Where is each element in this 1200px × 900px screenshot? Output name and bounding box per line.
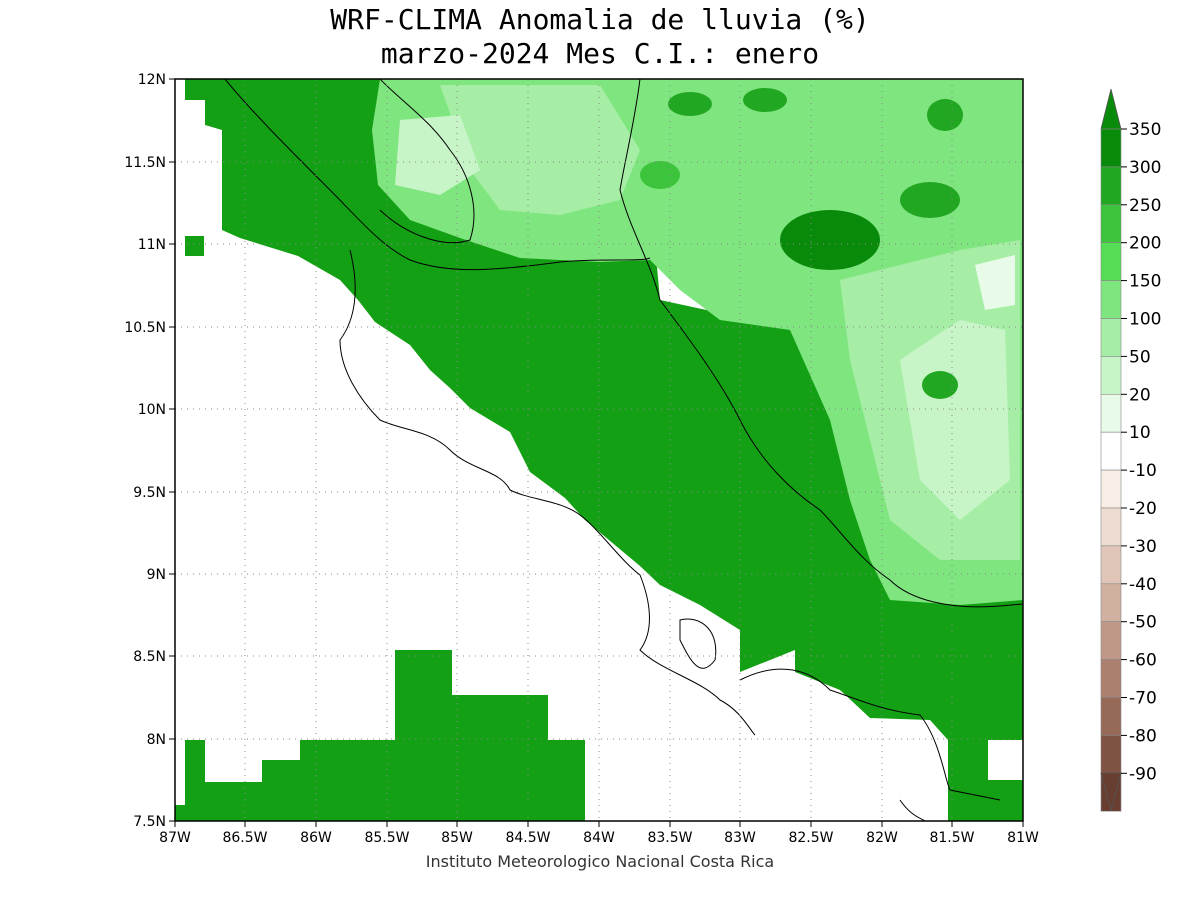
- coastlines: [224, 79, 1023, 821]
- colorbar-label: 300: [1129, 158, 1161, 178]
- high-anomaly-spot-6: [927, 99, 963, 131]
- colorbar-label: 250: [1129, 196, 1161, 216]
- graticule: [175, 79, 1023, 821]
- x-tick-label: 86W: [300, 830, 332, 846]
- map-title-line-2: marzo-2024 Mes C.I.: enero: [380, 37, 820, 70]
- colorbar-label: 100: [1129, 310, 1161, 330]
- y-tick-label: 11.5N: [124, 155, 166, 171]
- colorbar-swatch: [1100, 242, 1122, 281]
- x-tick-label: 84.5W: [505, 830, 550, 846]
- colorbar-label: 150: [1129, 272, 1161, 292]
- y-tick-label: 8.5N: [133, 649, 166, 665]
- y-tick-label: 9.5N: [133, 485, 166, 501]
- x-tick-label: 84W: [583, 830, 615, 846]
- y-tick-label: 8N: [147, 732, 166, 748]
- colorbar-swatch: [1100, 280, 1122, 319]
- x-tick-label: 81W: [1007, 830, 1039, 846]
- x-axis: 87W 86.5W 86W 85.5W 85W 84.5W 84W 83.5W …: [159, 821, 1039, 846]
- x-tick-label: 85W: [441, 830, 473, 846]
- colorbar-label: 50: [1129, 347, 1151, 367]
- colorbar-label: -10: [1129, 461, 1157, 481]
- colorbar-labels: 350 300 250 200 150 100 50 20 10 -10 -20 -30 -40 -50 -…: [1121, 120, 1161, 784]
- pacific-anomaly-block: [175, 650, 585, 821]
- colorbar-label: -80: [1129, 726, 1157, 746]
- x-tick-label: 86.5W: [222, 830, 267, 846]
- light-anomaly-patch-4: [900, 320, 1010, 520]
- light-anomaly-patch-2: [395, 115, 480, 195]
- y-axis: 12N 11.5N 11N 10.5N 10N 9.5N 9N 8.5N 8N …: [124, 72, 175, 830]
- institution-credit: Instituto Meteorologico Nacional Costa R…: [425, 852, 775, 871]
- y-tick-label: 10.5N: [124, 320, 166, 336]
- colorbar-swatch: [1100, 204, 1122, 244]
- colorbar-label: 20: [1129, 385, 1151, 405]
- y-tick-label: 10N: [138, 402, 166, 418]
- x-tick-label: 83W: [724, 830, 756, 846]
- colorbar-swatch: [1100, 166, 1122, 206]
- colorbar-label: 350: [1129, 120, 1161, 140]
- colorbar-swatch: [1100, 621, 1122, 660]
- colorbar-swatch: [1100, 735, 1122, 774]
- colorbar-swatch: [1100, 469, 1122, 509]
- colorbar-label: -40: [1129, 575, 1157, 595]
- x-tick-label: 83.5W: [647, 830, 692, 846]
- high-anomaly-spot-1: [780, 210, 880, 270]
- colorbar-swatch: [1100, 583, 1122, 622]
- colorbar-swatches: [1100, 128, 1122, 812]
- y-tick-label: 7.5N: [133, 814, 166, 830]
- x-tick-label: 87W: [159, 830, 191, 846]
- x-tick-label: 81.5W: [929, 830, 974, 846]
- colorbar-label: -90: [1129, 764, 1157, 784]
- y-tick-label: 9N: [147, 567, 166, 583]
- x-tick-label: 85.5W: [364, 830, 409, 846]
- colorbar-label: 200: [1129, 234, 1161, 254]
- colorbar-bottom-arrow: [1100, 772, 1122, 812]
- colorbar-label: -20: [1129, 499, 1157, 519]
- colorbar-label: -50: [1129, 613, 1157, 633]
- colorbar-top-arrow: [1100, 88, 1122, 130]
- colorbar-swatch: [1100, 697, 1122, 736]
- colorbar-swatch: [1100, 128, 1122, 168]
- colorbar-swatch: [1100, 431, 1122, 471]
- high-anomaly-spot-7: [640, 161, 680, 189]
- colorbar-swatch: [1100, 545, 1122, 585]
- y-tick-label: 12N: [138, 72, 166, 88]
- colorbar-swatch: [1100, 393, 1122, 433]
- high-anomaly-spot-2: [900, 182, 960, 218]
- high-anomaly-spot-4: [668, 92, 712, 116]
- colorbar-label: 10: [1129, 423, 1151, 443]
- y-tick-label: 11N: [138, 237, 166, 253]
- map-title-line-1: WRF-CLIMA Anomalia de lluvia (%): [330, 3, 870, 36]
- colorbar-swatch: [1100, 356, 1122, 395]
- light-anomaly-patch-5: [975, 255, 1015, 310]
- colorbar-label: -30: [1129, 537, 1157, 557]
- colorbar-swatch: [1100, 659, 1122, 698]
- high-anomaly-spot-5: [922, 371, 958, 399]
- neutral-cell-se: [988, 740, 1023, 780]
- colorbar-label: -70: [1129, 689, 1157, 709]
- pacific-anomaly-cell: [185, 236, 204, 256]
- strong-anomaly-band: [185, 79, 1023, 821]
- x-tick-label: 82W: [866, 830, 898, 846]
- high-anomaly-spot-3: [743, 88, 787, 112]
- colorbar-label: -60: [1129, 651, 1157, 671]
- x-tick-label: 82.5W: [788, 830, 833, 846]
- colorbar-swatch: [1100, 318, 1122, 357]
- colorbar-swatch: [1100, 507, 1122, 547]
- colorbar: 350 300 250 200 150 100 50 20 10 -10 -20 -30 -40 -50 -…: [1100, 88, 1161, 812]
- light-anomaly-patch-1: [440, 85, 640, 215]
